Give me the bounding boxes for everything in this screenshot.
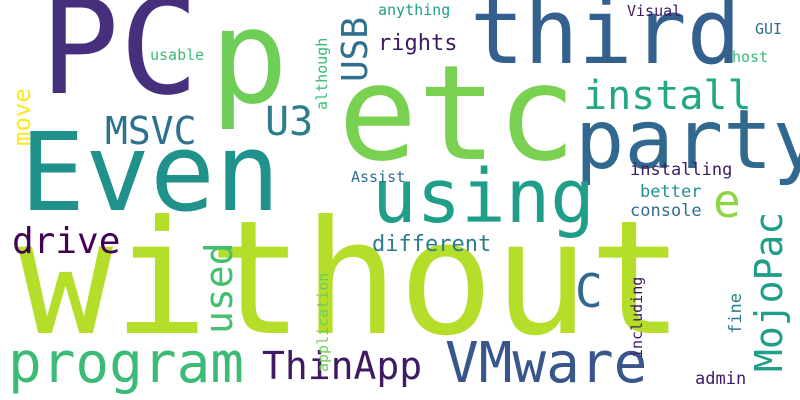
- word-drive: drive: [12, 221, 121, 262]
- word-without: without: [18, 187, 684, 371]
- word-move: move: [8, 88, 36, 146]
- word-rights: rights: [378, 31, 458, 56]
- word-msvc: MSVC: [105, 109, 197, 153]
- word-visual: Visual: [627, 2, 682, 20]
- word-u3: U3: [265, 99, 314, 145]
- word-host: host: [732, 48, 769, 66]
- word-etc: etc: [338, 37, 577, 191]
- word-gui: GUI: [755, 20, 783, 38]
- word-anything: anything: [378, 1, 451, 19]
- word-including: including: [628, 276, 646, 358]
- word-third: third: [470, 0, 741, 85]
- word-using: using: [372, 154, 595, 240]
- word-admin: admin: [695, 369, 747, 389]
- word-different: different: [372, 232, 492, 257]
- word-installing: installing: [630, 160, 733, 180]
- word-thinapp: ThinApp: [262, 344, 423, 388]
- word-party: party: [575, 93, 800, 188]
- word-assist: Assist: [351, 168, 406, 186]
- word-c: C: [575, 264, 603, 318]
- word-even: Even: [20, 111, 281, 236]
- word-usable: usable: [150, 46, 205, 64]
- word-pc: PC: [40, 0, 199, 125]
- word-program: program: [8, 331, 245, 396]
- word-p: p: [210, 0, 289, 133]
- word-better: better: [640, 182, 702, 202]
- word-e: e: [713, 174, 741, 228]
- word-vmware: VMware: [445, 331, 648, 396]
- word-console: console: [630, 201, 702, 221]
- word-install: install: [583, 73, 752, 119]
- word-application: application: [314, 272, 332, 372]
- word-mojopac: MojoPac: [747, 211, 791, 372]
- word-fine: fine: [726, 293, 746, 334]
- word-used: used: [197, 242, 241, 334]
- word-although: although: [313, 37, 331, 110]
- word-usb: USB: [335, 16, 376, 82]
